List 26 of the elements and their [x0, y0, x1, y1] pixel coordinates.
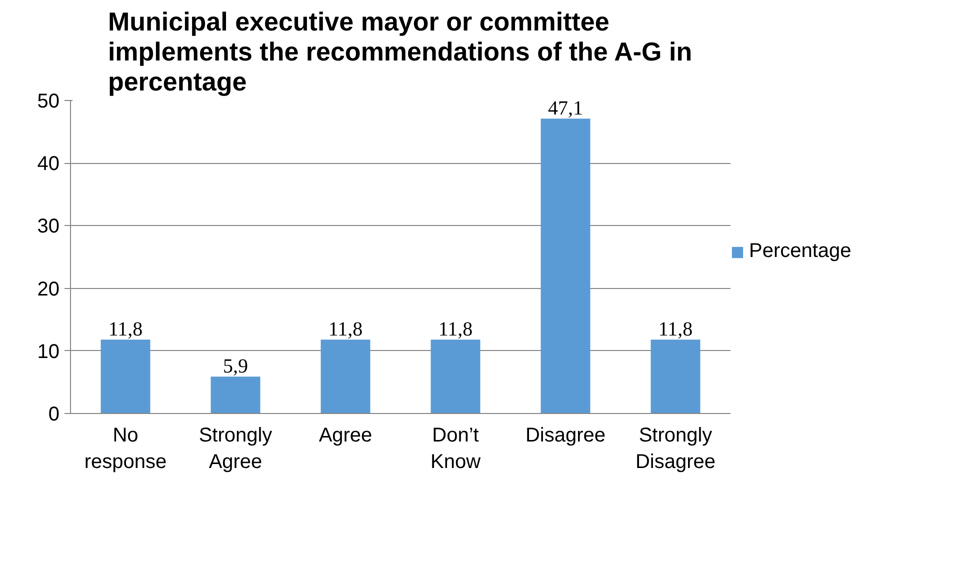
x-tick-label: Don’t Know: [430, 424, 482, 473]
data-label: 47,1: [548, 98, 583, 120]
bar: [430, 340, 480, 414]
bar: [650, 340, 700, 414]
bar: [210, 376, 260, 414]
y-tick-label: 30: [37, 216, 60, 238]
x-tick-label: Strongly Agree: [198, 424, 272, 473]
y-tick-label: 10: [37, 340, 60, 363]
y-tick-label: 0: [48, 404, 60, 426]
x-tick-label: Disagree: [525, 424, 606, 446]
chart-title: Municipal executive mayor or committee implements the recommendations of the A-G in percentage: [108, 6, 692, 96]
y-tick-label: 50: [37, 90, 60, 112]
bar: [320, 340, 370, 414]
y-tick-label: 20: [37, 278, 60, 300]
data-label: 5,9: [223, 356, 248, 378]
data-label: 11,8: [108, 318, 143, 341]
x-tick-label: No response: [84, 424, 167, 473]
x-tick-label: Strongly Disagree: [635, 424, 716, 473]
legend-label: Percentage: [749, 240, 852, 263]
data-label: 11,8: [438, 318, 473, 341]
bar: [100, 340, 150, 414]
x-tick-label: Agree: [318, 424, 372, 446]
y-tick-label: 40: [37, 153, 60, 176]
data-label: 11,8: [658, 318, 693, 341]
data-label: 11,8: [328, 318, 363, 341]
bar: [540, 118, 590, 414]
